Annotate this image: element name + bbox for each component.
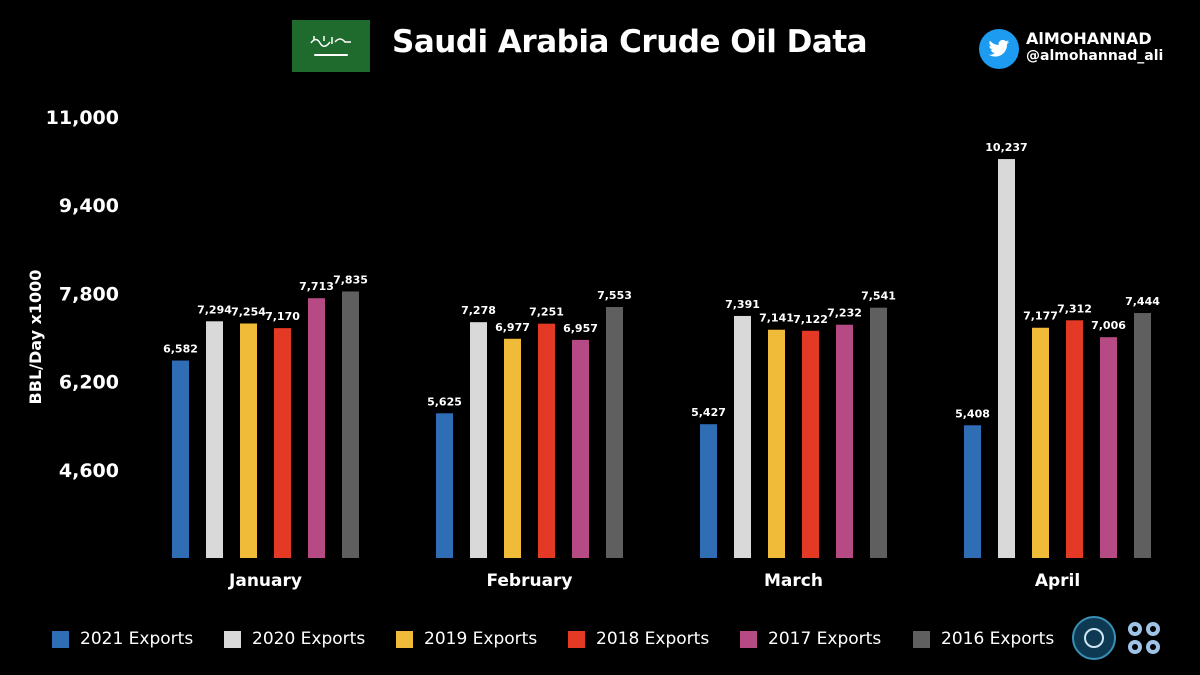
legend-swatch: [396, 630, 413, 648]
author-name: AlMOHANNAD: [1026, 29, 1152, 48]
bar: [206, 321, 223, 558]
bar-value-label: 10,237: [985, 141, 1027, 154]
legend-swatch: [224, 630, 241, 648]
bar: [768, 329, 785, 558]
legend-swatch: [52, 630, 69, 648]
bar: [998, 159, 1015, 559]
legend-item: 2018 Exports: [568, 624, 709, 654]
bar-value-label: 7,251: [529, 306, 564, 319]
bar: [1066, 320, 1083, 558]
bar-value-label: 6,977: [495, 321, 530, 334]
x-category-label: March: [764, 571, 823, 591]
bar: [342, 291, 359, 558]
bar-value-label: 7,553: [597, 289, 632, 302]
y-tick-label: 7,800: [59, 283, 119, 305]
bar: [1134, 313, 1151, 558]
bar-value-label: 7,278: [461, 304, 496, 317]
bar-value-label: 7,006: [1091, 319, 1126, 332]
bar: [1032, 327, 1049, 558]
y-tick-label: 6,200: [59, 372, 119, 394]
bar-value-label: 7,835: [333, 273, 368, 286]
bar: [436, 413, 453, 558]
bar: [870, 307, 887, 558]
bar: [538, 323, 555, 558]
twitter-bird-icon[interactable]: [979, 29, 1019, 69]
legend-item: 2020 Exports: [224, 624, 365, 654]
chart-title: Saudi Arabia Crude Oil Data: [392, 24, 868, 60]
x-category-label: January: [228, 571, 302, 591]
legend-label: 2021 Exports: [80, 629, 194, 649]
ministry-seal-logo: [1072, 616, 1116, 660]
bar-value-label: 7,713: [299, 280, 334, 293]
legend-label: 2018 Exports: [596, 629, 710, 649]
legend-item: 2017 Exports: [740, 624, 881, 654]
bar-value-label: 7,232: [827, 307, 862, 320]
bar-value-label: 7,391: [725, 298, 760, 311]
legend-label: 2019 Exports: [424, 629, 538, 649]
legend-label: 2020 Exports: [252, 629, 366, 649]
bar-value-label: 7,254: [231, 305, 266, 318]
x-category-label: February: [486, 571, 572, 591]
bar-value-label: 6,957: [563, 322, 598, 335]
opec-logo: [1128, 622, 1160, 654]
y-tick-label: 9,400: [59, 195, 119, 217]
bar-value-label: 7,444: [1125, 295, 1160, 308]
bar-value-label: 7,170: [265, 310, 300, 323]
saudi-flag-icon: [292, 20, 370, 72]
legend-label: 2017 Exports: [768, 629, 882, 649]
bar: [504, 338, 521, 558]
bar: [802, 330, 819, 558]
legend-label: 2016 Exports: [941, 629, 1055, 649]
bar: [836, 324, 853, 558]
bar: [172, 360, 189, 558]
legend-item: 2019 Exports: [396, 624, 537, 654]
bar: [1100, 337, 1117, 558]
bar: [964, 425, 981, 558]
bar-value-label: 7,312: [1057, 302, 1092, 315]
bar: [734, 315, 751, 558]
bar: [274, 328, 291, 558]
bar-value-label: 5,408: [955, 407, 990, 420]
chart-legend: 2021 Exports 2020 Exports 2019 Exports 2018…: [0, 624, 1070, 654]
bar: [308, 298, 325, 558]
legend-item: 2021 Exports: [52, 624, 193, 654]
bar-value-label: 6,582: [163, 343, 198, 356]
x-category-label: April: [1035, 571, 1080, 591]
bar-value-label: 7,122: [793, 313, 828, 326]
bar-value-label: 7,141: [759, 312, 794, 325]
legend-swatch: [568, 630, 585, 648]
y-tick-label: 4,600: [59, 460, 119, 482]
bar-value-label: 5,625: [427, 395, 462, 408]
bar-value-label: 5,427: [691, 406, 726, 419]
bar: [606, 307, 623, 558]
y-tick-label: 11,000: [46, 107, 119, 129]
legend-item: 2016 Exports: [913, 624, 1054, 654]
bar: [572, 339, 589, 558]
y-axis-label: BBL/Day x1000: [26, 270, 45, 405]
bar-value-label: 7,177: [1023, 310, 1058, 323]
bar-value-label: 7,294: [197, 303, 232, 316]
bar: [700, 424, 717, 558]
legend-swatch: [740, 630, 757, 648]
author-handle[interactable]: @almohannad_ali: [1026, 48, 1164, 64]
bar: [240, 323, 257, 558]
bar: [470, 322, 487, 558]
bar-value-label: 7,541: [861, 290, 896, 303]
legend-swatch: [913, 630, 930, 648]
